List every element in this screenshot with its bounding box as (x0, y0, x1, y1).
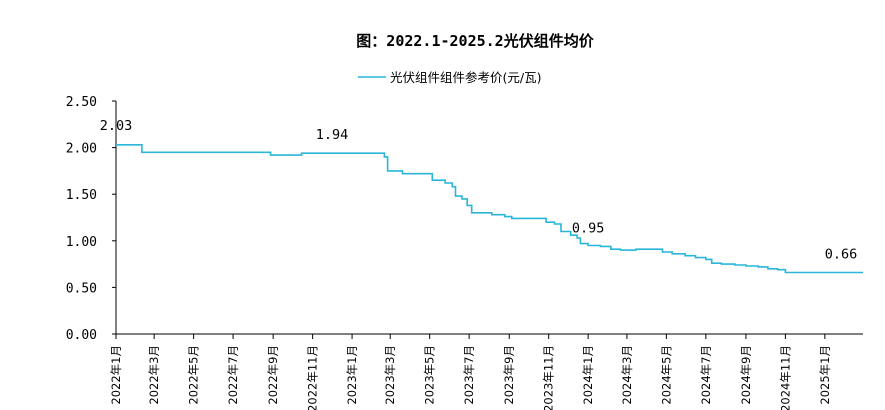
data-label: 2.03 (100, 118, 133, 134)
y-tick-label: 1.50 (66, 188, 97, 203)
x-tick-label: 2024年11月 (778, 345, 792, 410)
x-tick-label: 2022年7月 (226, 345, 240, 405)
series-line (116, 144, 863, 274)
x-tick-label: 2024年3月 (620, 345, 634, 405)
x-tick-label: 2022年1月 (109, 345, 123, 405)
x-tick-label: 2024年1月 (581, 345, 595, 405)
plot-area: 2.03 1.94 0.95 0.66 (100, 118, 863, 274)
data-label: 0.95 (572, 220, 605, 236)
axes: 0.00 0.50 1.00 1.50 2.00 2.50 2022年1月 2022年3月 20… (66, 95, 863, 410)
x-tick-label: 2025年1月 (818, 345, 832, 405)
x-tick-label: 2023年5月 (423, 345, 437, 405)
x-tick-label: 2022年3月 (147, 345, 161, 405)
x-tick-label: 2024年9月 (739, 345, 753, 405)
legend-label: 光伏组件组件参考价(元/瓦) (390, 70, 541, 85)
y-tick-label: 1.00 (66, 235, 97, 250)
y-tick-label: 2.00 (66, 142, 97, 157)
x-tick-label: 2023年3月 (383, 345, 397, 405)
data-label: 0.66 (825, 246, 858, 262)
y-tick-label: 2.50 (66, 95, 97, 110)
x-tick-label: 2023年1月 (345, 345, 359, 405)
chart-title: 图：2022.1-2025.2光伏组件均价 (356, 32, 594, 50)
x-tick-label: 2022年9月 (266, 345, 280, 405)
x-tick-label: 2023年11月 (542, 345, 556, 410)
y-tick-label: 0.50 (66, 281, 97, 296)
legend: 光伏组件组件参考价(元/瓦) (358, 70, 541, 85)
x-tick-label: 2022年11月 (306, 345, 320, 410)
x-tick-label: 2022年5月 (187, 345, 201, 405)
x-tick-label: 2024年7月 (699, 345, 713, 405)
data-label: 1.94 (316, 127, 349, 143)
x-tick-label: 2024年5月 (659, 345, 673, 405)
x-tick-label: 2023年9月 (502, 345, 516, 405)
y-tick-label: 0.00 (66, 328, 97, 343)
x-tick-label: 2023年7月 (462, 345, 476, 405)
